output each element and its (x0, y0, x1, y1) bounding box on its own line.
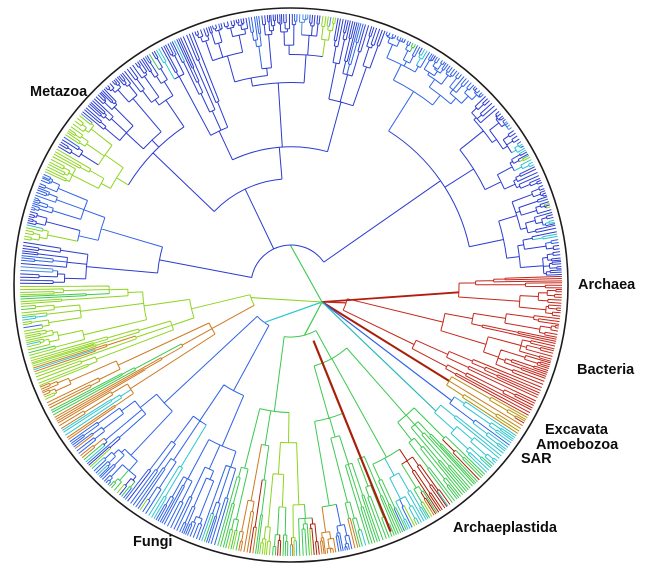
branch-paths (321, 301, 437, 412)
branch-paths (303, 301, 323, 336)
branch-paths (264, 301, 323, 323)
branch-paths (289, 244, 323, 303)
branch-paths (250, 297, 323, 303)
clade-label-amoebozoa: Amoebozoa (536, 437, 619, 453)
branch-paths (21, 40, 558, 556)
clade-label-archaeplastida: Archaeplastida (453, 520, 558, 536)
branch-paths (20, 14, 512, 273)
branch-paths (19, 15, 551, 557)
branch-paths (446, 376, 528, 434)
clade-label-excavata: Excavata (545, 422, 609, 438)
clade-label-metazoa: Metazoa (30, 84, 88, 100)
tree-branches-layer (19, 13, 563, 557)
branch-paths (312, 340, 392, 533)
branch-paths (321, 301, 347, 304)
branch-paths (19, 13, 562, 502)
clade-labels-layer: Metazoa Archaea Bacteria ExcavataAmoebozoaS… (30, 84, 636, 550)
branch-paths (321, 291, 459, 303)
branch-paths (21, 14, 562, 552)
clade-label-fungi: Fungi (133, 534, 172, 550)
branch-paths (342, 275, 563, 424)
clade-label-sar: SAR (521, 451, 552, 467)
tree-outer-circle (13, 7, 569, 563)
clade-label-archaea: Archaea (578, 277, 636, 293)
branch-paths (32, 304, 523, 557)
branch-paths (21, 307, 36, 311)
branch-paths (249, 439, 480, 556)
branch-paths (321, 301, 453, 402)
branch-paths (321, 301, 450, 382)
clade-label-bacteria: Bacteria (577, 362, 635, 378)
branch-paths (20, 42, 530, 557)
